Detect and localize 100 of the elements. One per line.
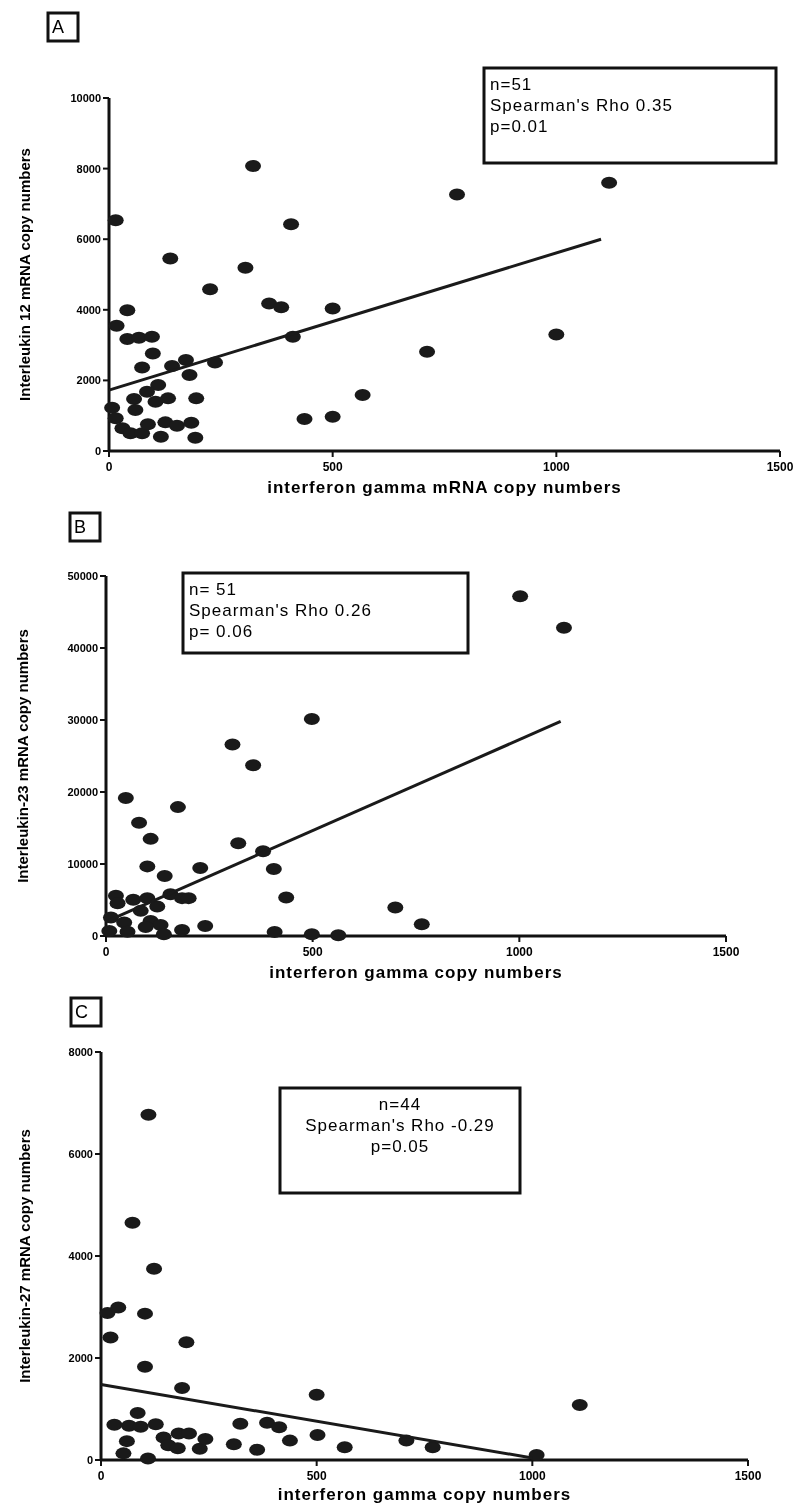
annotation: p=0.01 xyxy=(490,117,549,136)
x-tick-label: 1000 xyxy=(542,460,570,474)
point xyxy=(273,301,290,314)
point xyxy=(140,1452,157,1465)
text: n=51 xyxy=(490,75,533,94)
point xyxy=(330,929,347,942)
y-tick-label: 6000 xyxy=(76,233,101,246)
point xyxy=(354,389,371,402)
point xyxy=(143,330,160,343)
point xyxy=(102,1331,119,1344)
y-tick-label: 10000 xyxy=(67,858,98,870)
point xyxy=(139,385,156,398)
y-axis-title: Interleukin-23 mRNA copy numbers xyxy=(14,629,31,883)
point xyxy=(183,416,200,429)
point xyxy=(104,401,121,414)
point xyxy=(419,345,436,358)
point xyxy=(169,419,185,432)
point xyxy=(115,1447,132,1460)
y-tick-label: 8000 xyxy=(68,1046,93,1058)
point xyxy=(303,928,320,941)
point xyxy=(130,331,147,344)
x-tick-label: 500 xyxy=(322,460,343,474)
point xyxy=(134,361,151,374)
x-tick-label: 500 xyxy=(302,945,323,959)
point xyxy=(266,925,283,938)
y-tick-label: 10000 xyxy=(70,92,101,104)
point xyxy=(555,621,572,634)
y-tick-label: 30000 xyxy=(67,714,98,726)
point xyxy=(424,1441,441,1454)
point xyxy=(139,418,156,431)
point xyxy=(125,893,142,906)
y-tick-label: 2000 xyxy=(76,374,101,387)
point xyxy=(129,1407,146,1420)
point xyxy=(249,1443,266,1456)
point xyxy=(296,413,313,426)
point xyxy=(181,369,198,382)
point xyxy=(413,918,430,931)
x-tick-label: 1500 xyxy=(766,460,794,474)
point xyxy=(139,860,156,873)
point xyxy=(202,283,219,296)
point xyxy=(245,759,262,772)
point xyxy=(571,1398,588,1411)
point xyxy=(132,1420,149,1433)
chart-title: A xyxy=(52,17,65,37)
x-tick-label: 500 xyxy=(306,1469,327,1483)
y-tick-label: 4000 xyxy=(68,1250,93,1262)
x-axis-title: interferon gamma mRNA copy numbers xyxy=(267,478,622,497)
point xyxy=(324,410,341,423)
point xyxy=(601,176,618,189)
point xyxy=(147,1418,164,1431)
point xyxy=(150,379,167,392)
chart-title: B xyxy=(74,517,87,537)
chart-title: C xyxy=(75,1002,88,1022)
point xyxy=(101,924,118,937)
annotation: p=0.05 xyxy=(370,1137,430,1156)
point xyxy=(142,832,159,845)
point xyxy=(225,1438,242,1451)
y-tick-label: 8000 xyxy=(76,162,101,175)
point xyxy=(271,1421,288,1434)
point xyxy=(119,304,136,317)
point xyxy=(308,1388,325,1401)
annotation: Spearman's Rho 0.26 xyxy=(189,601,372,620)
annotation: Spearman's Rho 0.35 xyxy=(490,96,673,115)
y-tick-label: 0 xyxy=(86,1454,93,1466)
point xyxy=(324,302,341,315)
point xyxy=(259,1416,276,1429)
point xyxy=(155,928,172,941)
point xyxy=(131,816,148,829)
point xyxy=(188,392,205,405)
y-tick-label: 50000 xyxy=(67,570,98,582)
y-axis-title: Interleukin 12 mRNA copy numbers xyxy=(16,148,33,401)
point xyxy=(303,712,320,725)
point xyxy=(137,1360,153,1373)
point xyxy=(109,897,126,910)
point xyxy=(230,837,247,850)
point xyxy=(197,919,214,932)
x-tick-label: 0 xyxy=(105,460,113,474)
point xyxy=(134,427,151,440)
point xyxy=(110,1301,127,1314)
point xyxy=(106,1418,123,1431)
y-tick-label: 6000 xyxy=(68,1148,93,1160)
x-tick-label: 1000 xyxy=(518,1469,546,1483)
y-axis-title: Interleukin-27 mRNA copy numbers xyxy=(16,1129,33,1383)
point xyxy=(124,1216,141,1229)
point xyxy=(146,1262,163,1275)
point xyxy=(265,863,282,876)
point xyxy=(512,590,529,603)
point xyxy=(140,1108,157,1121)
point xyxy=(137,1307,153,1320)
point xyxy=(224,738,241,751)
x-tick-label: 0 xyxy=(102,945,110,959)
x-axis-title: interferon gamma copy numbers xyxy=(269,963,563,982)
point xyxy=(177,354,194,367)
y-tick-label: 2000 xyxy=(68,1352,93,1364)
y-tick-label: 4000 xyxy=(76,303,101,316)
point xyxy=(232,1417,249,1430)
point xyxy=(174,923,191,936)
point xyxy=(156,870,173,883)
point xyxy=(245,159,262,172)
point xyxy=(309,1429,326,1442)
